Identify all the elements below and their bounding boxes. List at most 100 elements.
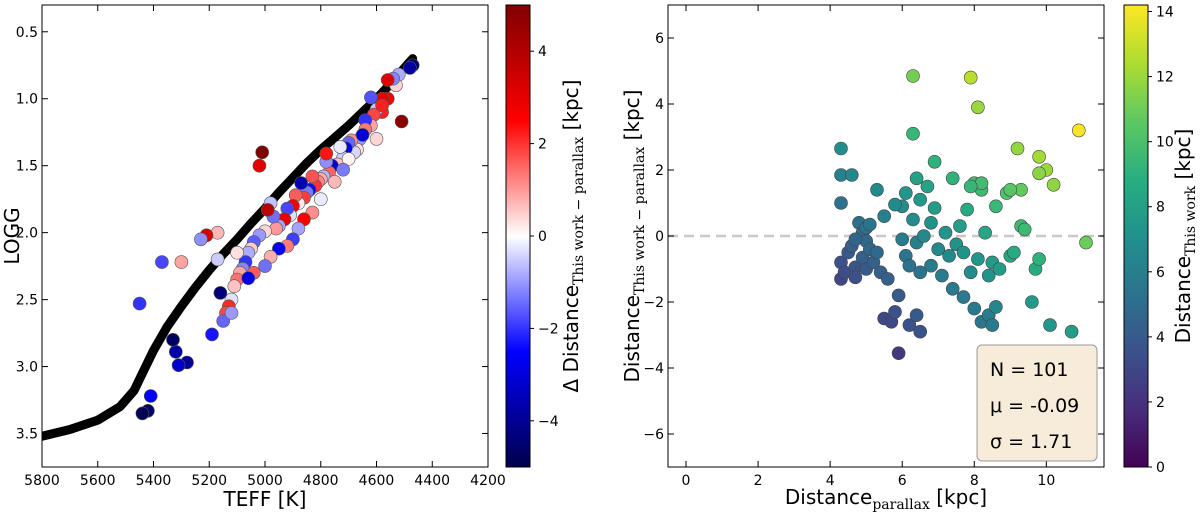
right-x-label-main: Distance	[785, 485, 872, 509]
distance-point	[1046, 178, 1061, 192]
distance-point	[916, 229, 931, 243]
distance-point	[920, 179, 935, 194]
left-colorbar-tick-label: −2	[538, 321, 559, 337]
star-point	[355, 128, 370, 142]
left-x-tick-label: 5000	[247, 473, 283, 489]
distance-point	[888, 197, 902, 212]
star-point	[403, 61, 417, 75]
star-point	[194, 232, 208, 247]
right-colorbar-label-suffix: [kpc]	[1171, 129, 1195, 186]
star-point	[205, 327, 219, 342]
left-colorbar-label-suffix: [kpc]	[559, 80, 583, 137]
distance-point	[880, 272, 895, 286]
right-colorbar-label-main: Distance	[1171, 256, 1195, 343]
star-point	[252, 158, 267, 173]
distance-point	[895, 232, 910, 247]
distance-point	[942, 249, 956, 263]
star-point	[294, 176, 309, 190]
left-x-tick-label: 4600	[359, 473, 395, 489]
distance-point	[1032, 150, 1046, 164]
distance-point	[913, 324, 928, 339]
right-y-label-main: Distance	[620, 295, 644, 382]
right-x-label-suffix: [kpc]	[930, 485, 987, 509]
star-point	[143, 389, 158, 403]
right-colorbar-tick-label: 2	[1156, 395, 1165, 411]
left-x-axis-label: TEFF [K]	[223, 487, 307, 511]
left-x-tick-label: 5200	[191, 473, 227, 489]
stats-box-background	[976, 344, 1098, 462]
right-x-tick-label: 8	[970, 473, 979, 489]
distance-point	[891, 288, 906, 303]
star-point	[258, 259, 272, 273]
left-panel: 5800 5600 5400 5200 5000 4800 4600 4400 4200 0.5 1…	[0, 4, 587, 511]
distance-point	[931, 242, 946, 256]
distance-point	[960, 202, 974, 217]
stats-box: N = 101 μ = -0.09 σ = 1.71	[976, 344, 1098, 462]
distance-point	[877, 209, 892, 223]
left-colorbar-tick-label: 0	[538, 229, 547, 245]
star-point	[216, 314, 230, 328]
isochrone-line	[42, 54, 418, 441]
right-y-tick-label: 4	[655, 97, 664, 113]
star-point	[313, 192, 328, 206]
star-point	[272, 241, 286, 256]
left-x-tick-label: 5600	[80, 473, 116, 489]
distance-point	[1003, 183, 1018, 197]
left-colorbar-tick-label: −4	[538, 414, 559, 430]
left-x-tick-label: 4400	[414, 473, 450, 489]
right-y-tick-label: −4	[643, 361, 664, 377]
distance-point	[963, 70, 978, 85]
distance-point	[870, 245, 884, 260]
right-ticks: 0 2 4 6 8 10 −6 −4 −2 0 2 4 6	[643, 5, 1104, 489]
left-y-tick-label: 3.5	[16, 427, 38, 443]
right-y-tick-label: 2	[655, 163, 664, 179]
star-point	[174, 255, 189, 269]
right-colorbar-tick-label: 10	[1156, 135, 1174, 151]
distance-point	[985, 318, 1000, 332]
left-colorbar	[505, 4, 531, 468]
distance-point	[971, 100, 985, 115]
left-colorbar-ticks: 4 2 0 −2 −4	[530, 44, 559, 430]
distance-point	[906, 212, 920, 227]
star-point	[269, 221, 283, 236]
left-colorbar-tick-label: 4	[538, 44, 547, 60]
star-point	[369, 132, 384, 146]
right-points	[834, 69, 1093, 361]
right-y-axis-label: DistanceThis work − parallax [kpc]	[620, 90, 648, 383]
right-colorbar-label-sub: This work	[1183, 185, 1199, 256]
right-y-tick-label: −2	[643, 295, 664, 311]
distance-point	[992, 262, 1007, 276]
left-y-tick-label: 1.5	[16, 159, 38, 175]
right-colorbar-tick-label: 6	[1156, 265, 1165, 281]
star-point	[255, 145, 270, 160]
left-y-tick-label: 1.0	[16, 92, 38, 108]
right-x-tick-label: 4	[826, 473, 835, 489]
distance-point	[1064, 324, 1079, 339]
distance-point	[1072, 123, 1086, 138]
star-point	[155, 255, 169, 269]
right-x-tick-label: 10	[1037, 473, 1055, 489]
distance-point	[1017, 222, 1032, 237]
star-point	[171, 358, 186, 373]
star-point	[333, 140, 348, 154]
left-colorbar-label: Δ DistanceThis work − parallax [kpc]	[559, 80, 587, 393]
left-x-tick-label: 4200	[470, 473, 506, 489]
right-y-label-sub: This work − parallax	[632, 147, 648, 295]
right-colorbar-tick-label: 12	[1156, 70, 1174, 86]
distance-point	[870, 183, 884, 197]
distance-point	[935, 268, 949, 283]
distance-point	[848, 270, 863, 285]
star-point	[364, 90, 378, 105]
star-point	[375, 98, 389, 113]
left-x-tick-label: 5800	[24, 473, 60, 489]
distance-point	[913, 265, 928, 280]
distance-point	[989, 199, 1003, 214]
distance-point	[989, 300, 1003, 314]
distance-point	[945, 171, 960, 186]
star-point	[210, 225, 225, 240]
distance-point	[906, 69, 920, 83]
distance-point	[956, 245, 971, 260]
right-colorbar-tick-label: 8	[1156, 200, 1165, 216]
star-point	[336, 162, 350, 177]
